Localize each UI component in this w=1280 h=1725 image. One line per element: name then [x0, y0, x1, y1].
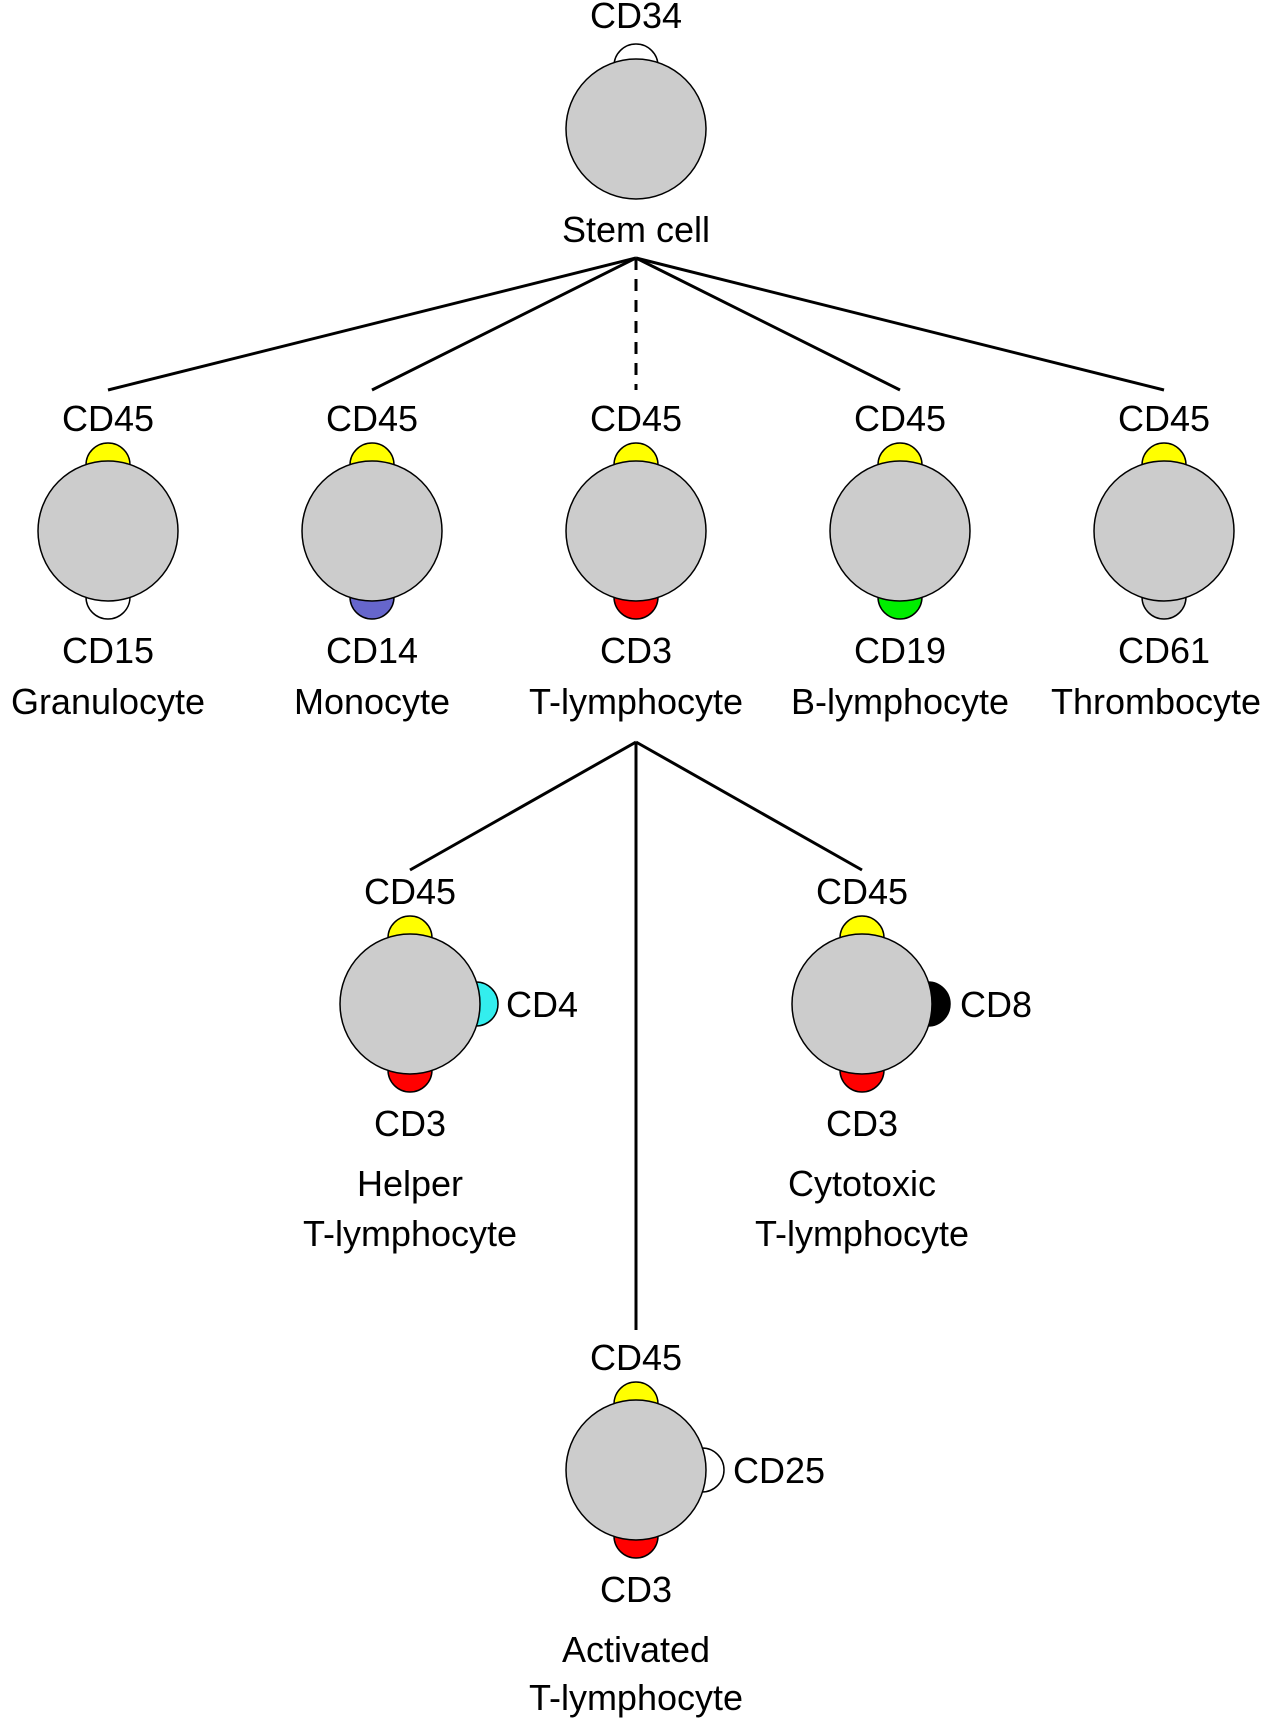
- monocyte-bottom-marker-label: CD14: [326, 630, 418, 671]
- cd3-marker: [387, 1069, 433, 1093]
- connectors: [107, 256, 1165, 1330]
- thrombocyte-bottom-marker-label: CD61: [1118, 630, 1210, 671]
- activated-label-line2: T-lymphocyte: [529, 1677, 743, 1718]
- thrombocyte-body: [1093, 460, 1235, 602]
- stem-cell-label: Stem cell: [562, 209, 710, 250]
- helper-label-line1: Helper: [357, 1163, 463, 1204]
- granulocyte: CD45 CD15 Granulocyte: [11, 398, 205, 722]
- cd3-marker: [613, 1535, 659, 1559]
- helper-t-lymphocyte: CD45 CD4 CD3 Helper T-lymphocyte: [303, 871, 578, 1254]
- cytotoxic-t-lymphocyte: CD45 CD8 CD3 Cytotoxic T-lymphocyte: [755, 871, 1032, 1254]
- activated-t-lymphocyte-body: [565, 1399, 707, 1541]
- helper-side-marker-label: CD4: [506, 984, 578, 1025]
- activated-side-marker-label: CD25: [733, 1450, 825, 1491]
- cd45-marker: [85, 442, 131, 466]
- cd15-marker: [85, 596, 131, 620]
- monocyte: CD45 CD14 Monocyte: [294, 398, 450, 722]
- connector-stem-b-lymphocyte: [635, 256, 901, 392]
- b-lymphocyte-bottom-marker-label: CD19: [854, 630, 946, 671]
- cytotoxic-label-line2: T-lymphocyte: [755, 1213, 969, 1254]
- b-lymphocyte-top-marker-label: CD45: [854, 398, 946, 439]
- thrombocyte-top-marker-label: CD45: [1118, 398, 1210, 439]
- stem-top-marker-label: CD34: [590, 0, 682, 36]
- granulocyte-label: Granulocyte: [11, 681, 205, 722]
- monocyte-body: [301, 460, 443, 602]
- activated-top-marker-label: CD45: [590, 1337, 682, 1378]
- activated-t-lymphocyte: CD45 CD25 CD3 Activated T-lymphocyte: [529, 1337, 825, 1718]
- cd45-marker: [387, 915, 433, 939]
- t-lymphocyte-top-marker-label: CD45: [590, 398, 682, 439]
- cd25-marker: [701, 1447, 725, 1493]
- cytotoxic-top-marker-label: CD45: [816, 871, 908, 912]
- cd45-marker: [877, 442, 923, 466]
- cd45-marker: [1141, 442, 1187, 466]
- connector-t-helper: [409, 740, 637, 872]
- cd61-marker: [1141, 596, 1187, 620]
- connector-stem-granulocyte: [107, 256, 637, 392]
- cd8-marker: [927, 981, 951, 1027]
- cd3-marker: [613, 596, 659, 620]
- t-lymphocyte-body: [565, 460, 707, 602]
- helper-label-line2: T-lymphocyte: [303, 1213, 517, 1254]
- t-lymphocyte: CD45 CD3 T-lymphocyte: [529, 398, 743, 722]
- stem-cell: CD34 Stem cell: [562, 0, 710, 250]
- monocyte-top-marker-label: CD45: [326, 398, 418, 439]
- t-lymphocyte-bottom-marker-label: CD3: [600, 630, 672, 671]
- cd19-marker: [877, 596, 923, 620]
- b-lymphocyte-body: [829, 460, 971, 602]
- thrombocyte: CD45 CD61 Thrombocyte: [1051, 398, 1261, 722]
- connector-t-cytotoxic: [635, 740, 863, 872]
- helper-top-marker-label: CD45: [364, 871, 456, 912]
- monocyte-label: Monocyte: [294, 681, 450, 722]
- stem-cell-body: [565, 58, 707, 200]
- granulocyte-body: [37, 460, 179, 602]
- cytotoxic-side-marker-label: CD8: [960, 984, 1032, 1025]
- cytotoxic-bottom-marker-label: CD3: [826, 1103, 898, 1144]
- cd14-marker: [349, 596, 395, 620]
- helper-t-lymphocyte-body: [339, 933, 481, 1075]
- granulocyte-top-marker-label: CD45: [62, 398, 154, 439]
- cd45-marker: [613, 442, 659, 466]
- connector-stem-monocyte: [371, 256, 637, 392]
- cd45-marker: [839, 915, 885, 939]
- helper-bottom-marker-label: CD3: [374, 1103, 446, 1144]
- activated-bottom-marker-label: CD3: [600, 1569, 672, 1610]
- cd3-marker: [839, 1069, 885, 1093]
- cd45-marker: [349, 442, 395, 466]
- connector-stem-thrombocyte: [635, 256, 1165, 392]
- granulocyte-bottom-marker-label: CD15: [62, 630, 154, 671]
- cytotoxic-t-lymphocyte-body: [791, 933, 933, 1075]
- t-lymphocyte-label: T-lymphocyte: [529, 681, 743, 722]
- cd4-marker: [475, 981, 499, 1027]
- cytotoxic-label-line1: Cytotoxic: [788, 1163, 936, 1204]
- cd45-marker: [613, 1381, 659, 1405]
- thrombocyte-label: Thrombocyte: [1051, 681, 1261, 722]
- b-lymphocyte-label: B-lymphocyte: [791, 681, 1009, 722]
- activated-label-line1: Activated: [562, 1629, 710, 1670]
- b-lymphocyte: CD45 CD19 B-lymphocyte: [791, 398, 1009, 722]
